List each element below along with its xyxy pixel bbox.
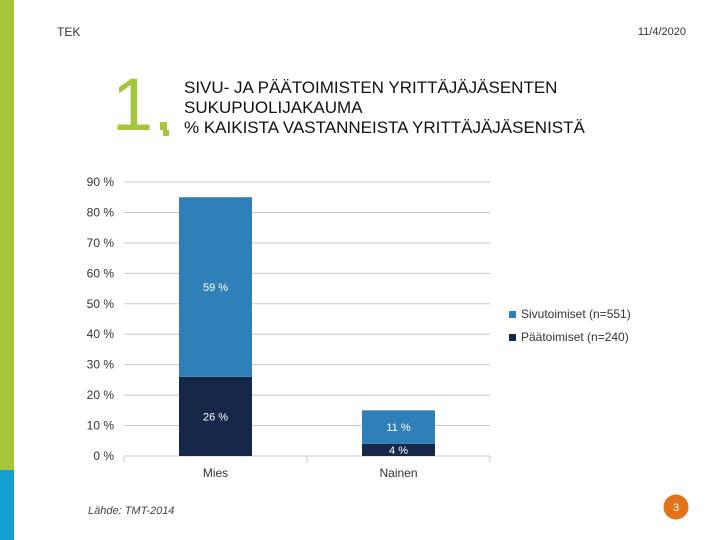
title-line: SUKUPUOLIJAKAUMA: [184, 98, 363, 117]
x-category-label: Mies: [203, 466, 228, 480]
bar-segment: [179, 197, 252, 377]
x-category-label: Nainen: [379, 466, 417, 480]
y-tick-label: 70 %: [87, 236, 115, 250]
data-label: 59 %: [203, 282, 228, 294]
org-name: TEK: [57, 25, 81, 39]
bar-segment: [362, 443, 435, 456]
legend-swatch: [509, 311, 516, 318]
slide-date: 11/4/2020: [637, 26, 686, 38]
page-number-badge: 3: [663, 494, 689, 520]
title-line: % KAIKISTA VASTANNEISTA YRITTÄJÄJÄSENIST…: [184, 118, 585, 137]
y-tick-label: 80 %: [87, 205, 115, 219]
y-tick-label: 40 %: [87, 327, 115, 341]
accent-bar-green: [0, 0, 14, 470]
bar-segment: [179, 376, 252, 456]
data-label: 4 %: [389, 445, 408, 457]
accent-bar-blue: [0, 470, 14, 540]
y-tick-label: 10 %: [87, 419, 115, 433]
slide-number: 1.: [112, 63, 174, 146]
y-tick-label: 30 %: [87, 358, 115, 372]
y-tick-label: 0 %: [93, 449, 114, 463]
y-tick-label: 60 %: [87, 266, 115, 280]
title-line: SIVU- JA PÄÄTOIMISTEN YRITTÄJÄJÄSENTEN: [184, 78, 558, 97]
data-label: 11 %: [386, 422, 410, 434]
y-tick-label: 90 %: [87, 175, 115, 189]
y-tick-label: 20 %: [87, 388, 115, 402]
square-bullet-icon: [163, 130, 169, 136]
page-number: 3: [673, 502, 679, 514]
data-label: 26 %: [203, 411, 228, 423]
legend-label: Sivutoimiset (n=551): [521, 307, 631, 321]
slide-title: SIVU- JA PÄÄTOIMISTEN YRITTÄJÄJÄSENTEN S…: [184, 78, 585, 138]
source-note: Lähde: TMT-2014: [88, 505, 175, 517]
y-tick-label: 50 %: [87, 297, 115, 311]
page-badge-circle: [663, 494, 689, 520]
bar-segment: [362, 410, 435, 444]
legend-label: Päätoimiset (n=240): [521, 330, 629, 344]
legend-swatch: [509, 334, 516, 341]
